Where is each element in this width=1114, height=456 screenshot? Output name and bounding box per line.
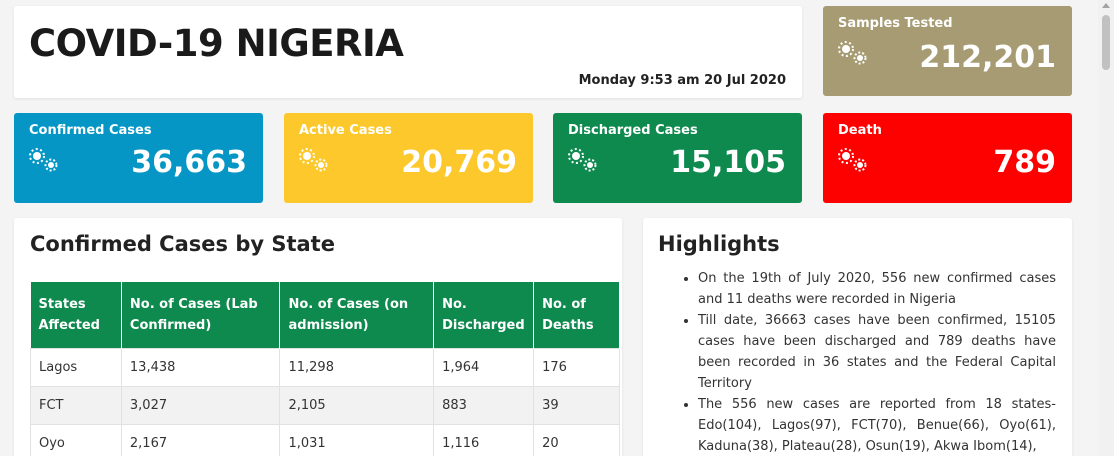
states-table-title: Confirmed Cases by State: [30, 232, 335, 256]
table-cell: 1,031: [279, 423, 435, 456]
confirmed-cases-value: 36,663: [131, 145, 247, 180]
column-header: No. of Deaths: [533, 282, 620, 348]
table-cell: 39: [533, 385, 620, 425]
samples-tested-value: 212,201: [919, 40, 1056, 75]
table-header-row: States Affected No. of Cases (Lab Confir…: [30, 282, 620, 348]
confirmed-cases-label: Confirmed Cases: [29, 123, 152, 138]
virus-icon: [299, 148, 328, 172]
column-header: No. of Cases (on admission): [279, 282, 435, 348]
table-cell: 2,167: [120, 423, 281, 456]
active-cases-card: Active Cases 20,769: [284, 113, 533, 203]
table-row: Oyo 2,167 1,031 1,116 20: [30, 423, 620, 456]
virus-icon: [29, 148, 58, 172]
list-item: Till date, 36663 cases have been confirm…: [698, 310, 1056, 394]
column-header: States Affected: [30, 282, 122, 348]
active-cases-value: 20,769: [401, 145, 517, 180]
column-header: No. Discharged: [433, 282, 535, 348]
active-cases-label: Active Cases: [299, 123, 392, 138]
highlights-title: Highlights: [658, 232, 780, 256]
discharged-cases-value: 15,105: [670, 145, 786, 180]
virus-icon: [838, 148, 867, 172]
date-label: Monday 9:53 am 20 Jul 2020: [578, 73, 786, 88]
vertical-scrollbar[interactable]: [1098, 0, 1114, 456]
table-cell: 20: [533, 423, 620, 456]
table-row: FCT 3,027 2,105 883 39: [30, 385, 620, 425]
discharged-cases-label: Discharged Cases: [568, 123, 698, 138]
death-label: Death: [838, 123, 882, 138]
death-card: Death 789: [823, 113, 1072, 203]
table-cell: 11,298: [279, 347, 435, 387]
table-cell: 1,964: [433, 347, 535, 387]
list-item: On the 19th of July 2020, 556 new confir…: [698, 268, 1056, 310]
table-cell: 2,105: [279, 385, 435, 425]
confirmed-cases-card: Confirmed Cases 36,663: [14, 113, 263, 203]
table-cell: 3,027: [120, 385, 281, 425]
table-cell: Lagos: [30, 347, 122, 387]
highlights-list: On the 19th of July 2020, 556 new confir…: [698, 268, 1056, 456]
table-cell: 1,116: [433, 423, 535, 456]
title-card: COVID-19 NIGERIA Monday 9:53 am 20 Jul 2…: [14, 6, 802, 98]
virus-icon: [568, 148, 597, 172]
highlights-card: Highlights On the 19th of July 2020, 556…: [643, 218, 1072, 456]
scrollbar-thumb[interactable]: [1102, 15, 1110, 70]
table-cell: 13,438: [120, 347, 281, 387]
table-cell: FCT: [30, 385, 122, 425]
samples-tested-card: Samples Tested 212,201: [823, 6, 1072, 96]
table-cell: 883: [433, 385, 535, 425]
states-card: Confirmed Cases by State States Affected…: [14, 218, 622, 456]
table-cell: 176: [533, 347, 620, 387]
list-item: The 556 new cases are reported from 18 s…: [698, 394, 1056, 456]
table-cell: Oyo: [30, 423, 122, 456]
virus-icon: [838, 41, 867, 65]
page-title: COVID-19 NIGERIA: [29, 22, 404, 65]
column-header: No. of Cases (Lab Confirmed): [121, 282, 281, 348]
table-row: Lagos 13,438 11,298 1,964 176: [30, 347, 620, 387]
states-table: States Affected No. of Cases (Lab Confir…: [30, 282, 620, 456]
samples-tested-label: Samples Tested: [838, 16, 953, 31]
discharged-cases-card: Discharged Cases 15,105: [553, 113, 802, 203]
scroll-up-arrow-icon[interactable]: [1102, 3, 1110, 8]
death-value: 789: [993, 145, 1056, 180]
